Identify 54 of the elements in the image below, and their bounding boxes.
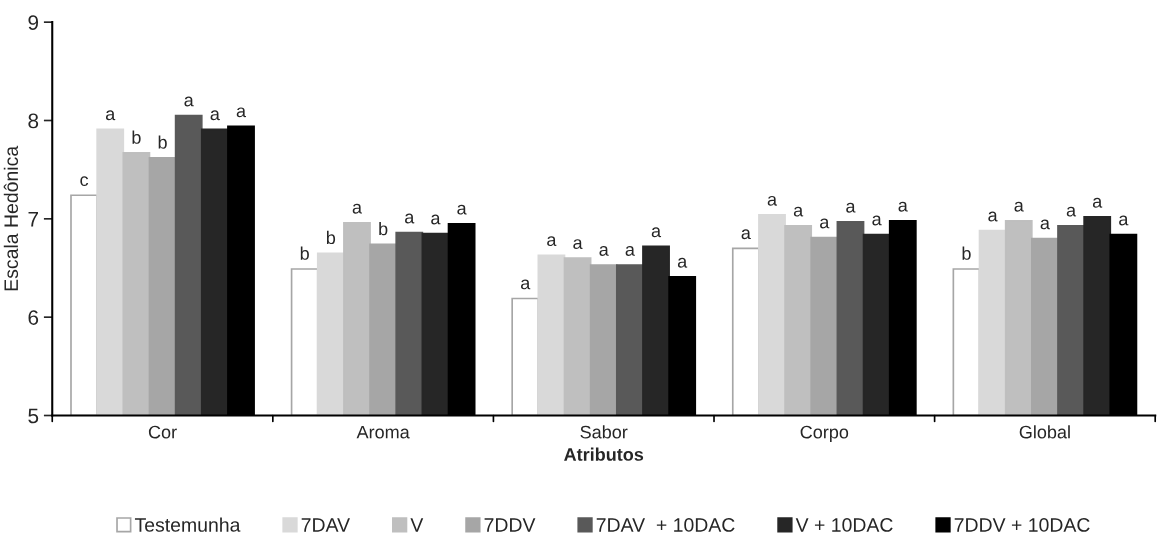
data-label: a [1014, 201, 1024, 212]
data-label: a [988, 211, 998, 222]
y-tick-label: 9 [28, 15, 39, 30]
data-label: a [793, 206, 804, 217]
y-tick-label: 7 [28, 212, 39, 227]
legend-label: 7DAV + 10DAC [596, 518, 735, 532]
data-label: a [846, 202, 856, 213]
x-tick-label: Sabor [580, 425, 628, 439]
data-label: a [431, 214, 441, 225]
y-tick-label: 6 [28, 310, 39, 325]
data-label: b [379, 222, 388, 236]
data-label: b [326, 230, 336, 245]
data-label: a [1066, 206, 1077, 217]
data-label: a [677, 257, 688, 268]
x-tick-label: Aroma [356, 425, 410, 439]
data-label: a [457, 204, 467, 215]
data-label: a [741, 229, 751, 240]
legend-label: 7DDV [484, 518, 536, 532]
y-axis-title: Escala Hedônica [3, 145, 19, 291]
data-label: a [1040, 219, 1050, 230]
x-tick-label: Corpo [800, 425, 849, 443]
x-tick-label: Global [1019, 425, 1070, 439]
data-label: b [300, 246, 309, 260]
legend-label: 7DAV [301, 518, 350, 532]
x-axis-title: Atributos [564, 447, 644, 461]
data-label: a [184, 96, 194, 107]
legend-label: V + 10DAC [795, 518, 893, 532]
data-label: a [105, 110, 116, 121]
data-label: a [872, 215, 882, 226]
x-tick-label: Cor [148, 425, 177, 439]
data-label: a [898, 201, 908, 212]
data-label: a [820, 218, 830, 229]
data-label: b [158, 135, 167, 149]
data-label: b [962, 246, 971, 260]
data-label: c [80, 176, 89, 187]
legend-label: V [410, 518, 424, 532]
data-label: a [352, 203, 362, 214]
data-label: a [573, 239, 583, 250]
data-label: a [521, 279, 531, 290]
data-label: a [767, 195, 778, 206]
data-label: a [210, 110, 220, 121]
data-label: a [236, 107, 247, 118]
y-tick-label: 5 [28, 408, 39, 424]
legend-label: Testemunha [134, 517, 241, 532]
data-label: a [1092, 197, 1103, 208]
data-label: a [651, 227, 662, 238]
data-label: a [625, 246, 635, 256]
y-tick-label: 8 [28, 113, 39, 129]
data-label: a [405, 213, 415, 224]
legend-label: 7DDV + 10DAC [954, 518, 1090, 532]
data-label: a [599, 246, 609, 256]
data-label: b [132, 130, 141, 144]
data-label: a [1119, 215, 1129, 226]
data-label: a [547, 236, 557, 247]
